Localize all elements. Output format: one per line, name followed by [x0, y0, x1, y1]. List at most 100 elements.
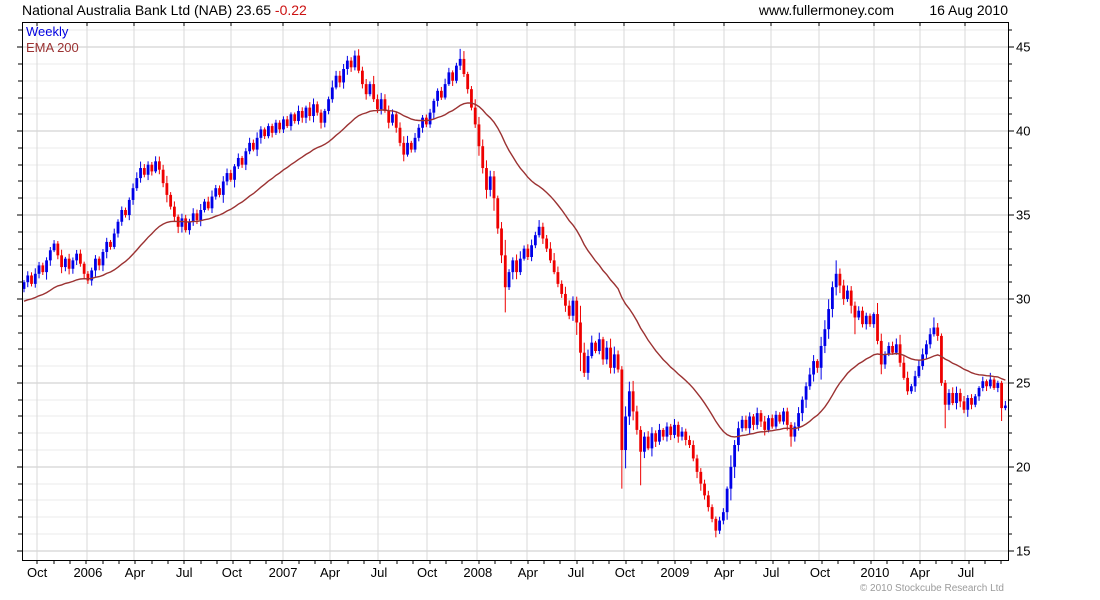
down-candle [409, 142, 413, 150]
down-candle [173, 206, 176, 217]
up-candle [913, 376, 917, 387]
up-candle [112, 233, 116, 247]
plot-border [22, 22, 1009, 561]
down-candle [560, 283, 564, 294]
up-candle [413, 137, 417, 150]
down-candle [338, 75, 342, 83]
down-candle [500, 228, 503, 256]
x-axis-label: Jul [763, 565, 780, 580]
down-candle [962, 401, 966, 410]
up-candle [793, 426, 797, 437]
up-candle [925, 344, 928, 355]
down-candle [639, 429, 643, 452]
down-candle [676, 424, 680, 437]
up-candle [624, 416, 627, 451]
down-candle [285, 119, 289, 127]
down-candle [763, 421, 767, 430]
up-candle [199, 210, 203, 221]
down-candle [383, 99, 387, 111]
y-axis-label: 15 [1016, 543, 1030, 558]
down-candle [466, 74, 470, 90]
down-candle [936, 327, 940, 336]
up-candle [755, 413, 759, 425]
down-candle [549, 248, 552, 261]
up-candle [511, 260, 515, 273]
up-candle [37, 265, 41, 274]
down-candle [669, 426, 673, 435]
down-candle [357, 55, 361, 71]
down-candle [308, 107, 312, 117]
instrument-and-price: National Australia Bank Ltd (NAB) 23.65 [22, 2, 272, 18]
down-candle [56, 243, 60, 256]
x-axis-label: Oct [222, 565, 243, 580]
down-candle [940, 335, 943, 383]
up-candle [973, 396, 977, 405]
up-candle [210, 196, 214, 209]
down-candle [79, 253, 82, 264]
down-candle [439, 90, 443, 98]
up-candle [146, 164, 150, 175]
up-candle [586, 356, 590, 373]
down-candle [842, 285, 846, 299]
up-candle [996, 382, 1000, 388]
y-axis-label: 30 [1016, 291, 1030, 306]
y-axis-label: 45 [1016, 40, 1030, 55]
up-candle [883, 354, 887, 365]
up-candle [45, 260, 48, 273]
down-candle [785, 411, 789, 425]
up-candle [804, 386, 808, 400]
up-candle [63, 258, 67, 268]
down-candle [526, 248, 530, 258]
up-candle [421, 117, 424, 128]
down-candle [300, 110, 304, 118]
down-candle [515, 260, 518, 273]
down-candle [579, 322, 582, 353]
down-candle [992, 379, 996, 388]
website-link[interactable]: www.fullermoney.com [758, 2, 894, 18]
down-candle [564, 293, 567, 306]
up-candle [116, 221, 120, 234]
down-candle [868, 315, 872, 325]
copyright-notice: © 2010 Stockcube Research Ltd [859, 583, 1004, 594]
up-candle [244, 151, 248, 165]
up-candle [834, 273, 838, 288]
axis-ticks [17, 22, 1014, 564]
up-candle [955, 392, 958, 404]
up-candle [379, 99, 383, 110]
down-candle [481, 146, 485, 169]
down-candle [879, 340, 883, 365]
up-candle [330, 87, 334, 100]
up-candle [507, 272, 511, 288]
down-candle [97, 258, 101, 266]
up-candle [808, 374, 812, 387]
up-candle [428, 112, 432, 125]
up-candle [267, 126, 270, 137]
down-candle [545, 238, 549, 249]
up-candle [282, 119, 285, 130]
up-candle [797, 413, 800, 427]
x-axis-label: Jul [371, 565, 388, 580]
up-candle [590, 342, 594, 357]
grid-lines [22, 22, 1008, 560]
up-candle [436, 90, 439, 101]
up-candle [643, 436, 646, 452]
down-candle [30, 275, 33, 284]
up-candle [406, 142, 409, 155]
down-candle [710, 507, 714, 519]
up-candle [857, 310, 861, 318]
legend-ema-200: EMA 200 [26, 40, 79, 55]
down-candle [229, 173, 233, 180]
up-candle [417, 127, 421, 138]
down-candle [1000, 382, 1003, 409]
chart-date: 16 Aug 2010 [929, 2, 1008, 18]
up-candle [214, 188, 218, 197]
up-candle [154, 161, 157, 172]
up-candle [289, 114, 293, 127]
down-candle [609, 347, 612, 368]
up-candle [733, 445, 737, 467]
down-candle [364, 84, 368, 95]
down-candle [109, 241, 112, 247]
up-candle [188, 221, 191, 231]
down-candle [789, 424, 793, 437]
